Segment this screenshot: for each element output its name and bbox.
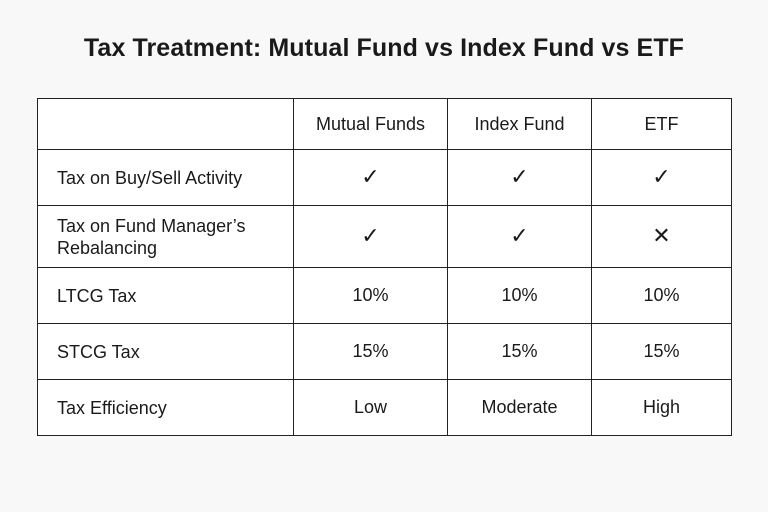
row-label: Tax on Buy/Sell Activity (37, 149, 294, 206)
check-icon: ✓ (510, 223, 529, 248)
table-cell: 10% (447, 267, 592, 324)
table-cell: 15% (447, 323, 592, 380)
table-cell: ✕ (591, 205, 732, 268)
table-cell: High (591, 379, 732, 436)
table-row: Tax on Fund Manager’s Rebalancing ✓ ✓ ✕ (37, 205, 732, 268)
header-etf: ETF (591, 98, 732, 150)
check-icon: ✓ (652, 164, 671, 189)
check-icon: ✓ (361, 223, 380, 248)
table-row: Tax on Buy/Sell Activity ✓ ✓ ✓ (37, 149, 732, 206)
table-row: LTCG Tax 10% 10% 10% (37, 267, 732, 324)
table-cell: ✓ (293, 205, 448, 268)
row-label: STCG Tax (37, 323, 294, 380)
row-label: Tax Efficiency (37, 379, 294, 436)
table-row: Tax Efficiency Low Moderate High (37, 379, 732, 436)
comparison-table: Mutual Funds Index Fund ETF Tax on Buy/S… (37, 98, 732, 436)
check-icon: ✓ (510, 164, 529, 189)
table-cell: Low (293, 379, 448, 436)
cross-icon: ✕ (652, 223, 671, 248)
table-cell: ✓ (447, 149, 592, 206)
header-empty-cell (37, 98, 294, 150)
check-icon: ✓ (361, 164, 380, 189)
row-label: Tax on Fund Manager’s Rebalancing (37, 205, 294, 268)
table-cell: 10% (591, 267, 732, 324)
table-cell: 15% (293, 323, 448, 380)
page-title: Tax Treatment: Mutual Fund vs Index Fund… (83, 34, 685, 62)
table-cell: Moderate (447, 379, 592, 436)
header-index-fund: Index Fund (447, 98, 592, 150)
header-mutual-funds: Mutual Funds (293, 98, 448, 150)
table-row: STCG Tax 15% 15% 15% (37, 323, 732, 380)
table-cell: 15% (591, 323, 732, 380)
table-cell: ✓ (293, 149, 448, 206)
header-row: Mutual Funds Index Fund ETF (37, 98, 732, 150)
table-cell: 10% (293, 267, 448, 324)
row-label: LTCG Tax (37, 267, 294, 324)
table-cell: ✓ (591, 149, 732, 206)
table-cell: ✓ (447, 205, 592, 268)
